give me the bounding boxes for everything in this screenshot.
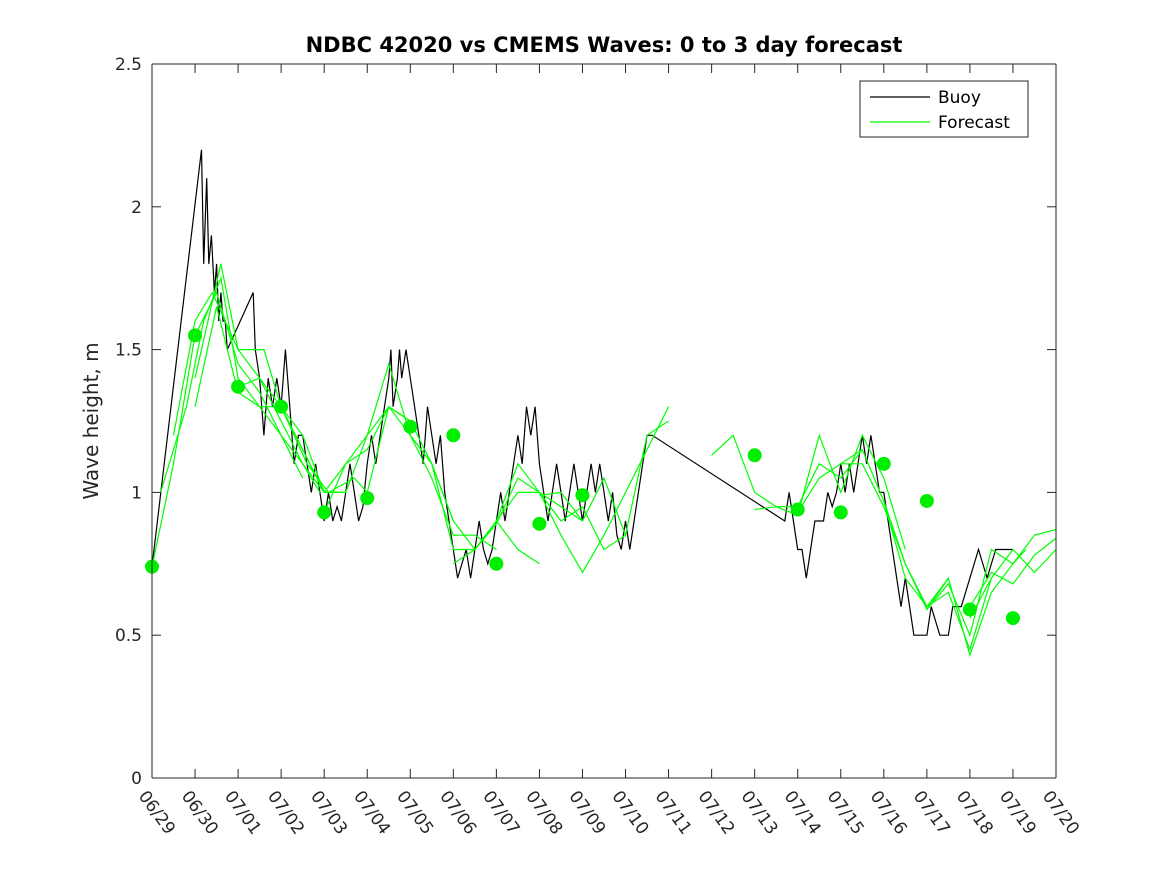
forecast-line — [797, 463, 949, 608]
legend-label: Forecast — [938, 113, 1010, 133]
forecast-start-point — [876, 456, 891, 471]
forecast-start-point — [446, 428, 461, 443]
forecast-line — [754, 433, 906, 550]
forecast-start-point — [188, 328, 203, 343]
forecast-start-point — [919, 493, 934, 508]
y-tick-label: 0 — [131, 769, 142, 789]
legend: Buoy Forecast — [859, 80, 1029, 138]
forecast-line — [160, 276, 321, 493]
forecast-line — [969, 548, 1057, 619]
forecast-line — [969, 537, 1057, 607]
forecast-line — [539, 420, 669, 538]
forecast-line — [366, 405, 540, 565]
forecast-line — [840, 448, 992, 652]
legend-label: Buoy — [938, 88, 981, 108]
forecast-start-point — [833, 505, 848, 520]
forecast-line — [711, 434, 863, 508]
forecast-start-point — [274, 399, 289, 414]
y-tick-label: 0.5 — [115, 626, 142, 646]
forecast-start-point — [747, 448, 762, 463]
forecast-start-point — [403, 419, 418, 434]
forecast-line — [926, 528, 1057, 638]
plot-area — [145, 149, 1057, 658]
y-axis: 0 0.5 1 1.5 2 2.5 — [115, 55, 1056, 789]
chart-title: NDBC 42020 vs CMEMS Waves: 0 to 3 day fo… — [306, 33, 903, 57]
legend-box — [859, 80, 1029, 138]
y-tick-label: 2.5 — [115, 55, 142, 75]
forecast-start-point — [790, 502, 805, 517]
forecast-start-point — [962, 602, 977, 617]
forecast-start-point — [231, 379, 246, 394]
buoy-line — [151, 149, 1013, 636]
forecast-line — [151, 290, 304, 567]
forecast-start-point — [575, 488, 590, 503]
forecast-line — [883, 500, 1027, 658]
forecast-start-point — [360, 491, 375, 506]
y-tick-label: 2 — [131, 198, 142, 218]
y-tick-label: 1.5 — [115, 341, 142, 361]
forecast-start-point — [489, 556, 504, 571]
forecast-start-point — [317, 505, 332, 520]
y-axis-label: Wave height, m — [79, 342, 103, 499]
forecast-start-point — [1005, 611, 1020, 626]
y-tick-label: 1 — [131, 483, 142, 503]
forecast-line — [495, 406, 670, 574]
forecast-line — [172, 291, 325, 493]
forecast-start-point — [532, 516, 547, 531]
